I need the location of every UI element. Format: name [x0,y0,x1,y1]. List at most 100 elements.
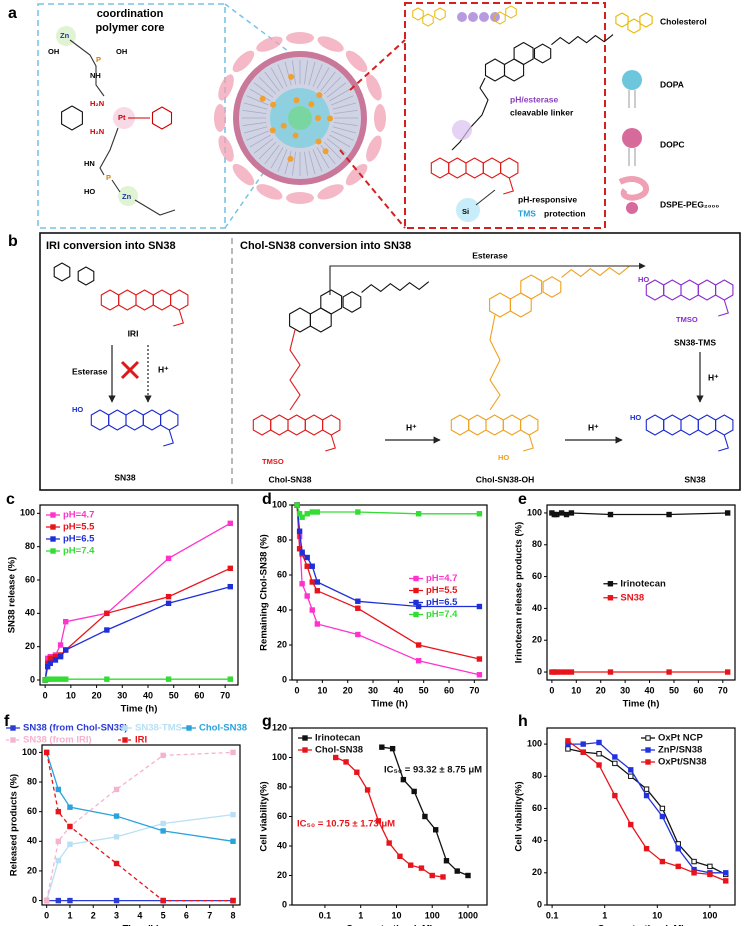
bond [163,429,174,447]
data-point [415,658,422,664]
data-point [47,660,53,667]
series-line [46,751,234,901]
legend-marker [10,725,16,731]
bond [489,314,501,411]
data-point [580,741,586,747]
legend-label: SN38 [620,592,644,603]
x-axis-label: Time (h) [623,699,660,710]
label: DOPC [660,139,685,149]
data-point [230,897,236,904]
y-tick-label: 60 [277,569,287,579]
data-point [596,739,602,746]
legend-marker [10,737,16,743]
data-point [67,897,73,904]
legend-label: pH=4.7 [426,573,457,584]
y-tick-label: 40 [27,836,37,846]
x-tick-label: 100 [425,910,440,920]
drug-dot [280,122,287,129]
data-point [691,870,697,876]
data-point [565,738,571,744]
data-point [104,627,110,633]
zn-glow [118,186,138,206]
drug-dot [270,101,277,108]
label: H⁺ [588,422,599,432]
data-point [596,762,602,768]
ring [468,414,487,436]
bond [551,34,614,46]
data-point [379,744,385,750]
data-point [563,669,570,675]
drug-dot [315,115,321,121]
label: Chol-SN38 conversion into SN38 [240,240,411,252]
drug-dot [315,138,322,145]
y-tick-label: 0 [32,895,37,905]
ring [152,289,172,311]
connector [323,76,342,95]
legend-marker [50,512,56,518]
data-point [659,858,666,865]
data-point [422,813,428,820]
x-tick-label: 10 [571,685,581,695]
data-point [52,657,59,663]
legend-marker [645,759,651,765]
y-tick-label: 60 [25,574,35,584]
data-point [294,502,300,508]
legend-marker [413,599,419,606]
data-point [476,603,483,610]
label: H⁺ [158,364,169,374]
y-tick-label: 20 [27,865,37,875]
x-tick-label: 50 [169,690,179,700]
data-point [355,509,361,515]
y-tick-label: 60 [532,571,542,581]
panel-label: e [518,491,527,508]
x-tick-label: 20 [596,685,606,695]
ring [680,279,699,301]
connector [320,71,336,92]
x-tick-label: 0 [295,685,300,695]
y-tick-label: 0 [30,674,35,684]
data-point [309,607,315,613]
x-tick-label: 10 [652,910,662,920]
label: HN [84,159,95,168]
ring [270,414,289,436]
connector [284,150,292,175]
data-point [723,878,729,884]
data-point [563,511,570,518]
label: Si [462,207,469,216]
x-tick-label: 40 [645,685,655,695]
data-point [432,827,439,833]
x-tick-label: 0 [549,685,554,695]
x-tick-label: 60 [194,690,204,700]
peg-blob [232,50,255,73]
y-tick-label: 20 [25,641,35,651]
data-point [63,618,69,625]
y-tick-label: 0 [282,899,287,909]
label: SN38 [114,472,136,482]
ring [627,18,641,34]
y-tick-label: 0 [537,899,542,909]
y-tick-label: 0 [282,674,287,684]
x-tick-label: 30 [117,690,127,700]
label: Esterase [72,366,108,376]
bond [451,77,489,151]
peg-blob [345,163,368,186]
data-point [230,749,236,756]
peg-blob [256,184,283,200]
ring [663,279,682,301]
connector [258,141,277,160]
connector [333,110,358,114]
label: Zn [122,192,132,201]
ring [160,409,179,431]
y-tick-label: 40 [532,835,542,845]
bond [289,329,301,411]
data-point [67,823,73,830]
data-point [165,593,172,600]
data-point [707,863,713,870]
data-point [104,610,110,617]
connector [349,39,406,91]
ring [100,289,120,311]
ring [322,414,341,436]
legend-label: Irinotecan [620,578,666,589]
peg-blob [218,135,234,162]
